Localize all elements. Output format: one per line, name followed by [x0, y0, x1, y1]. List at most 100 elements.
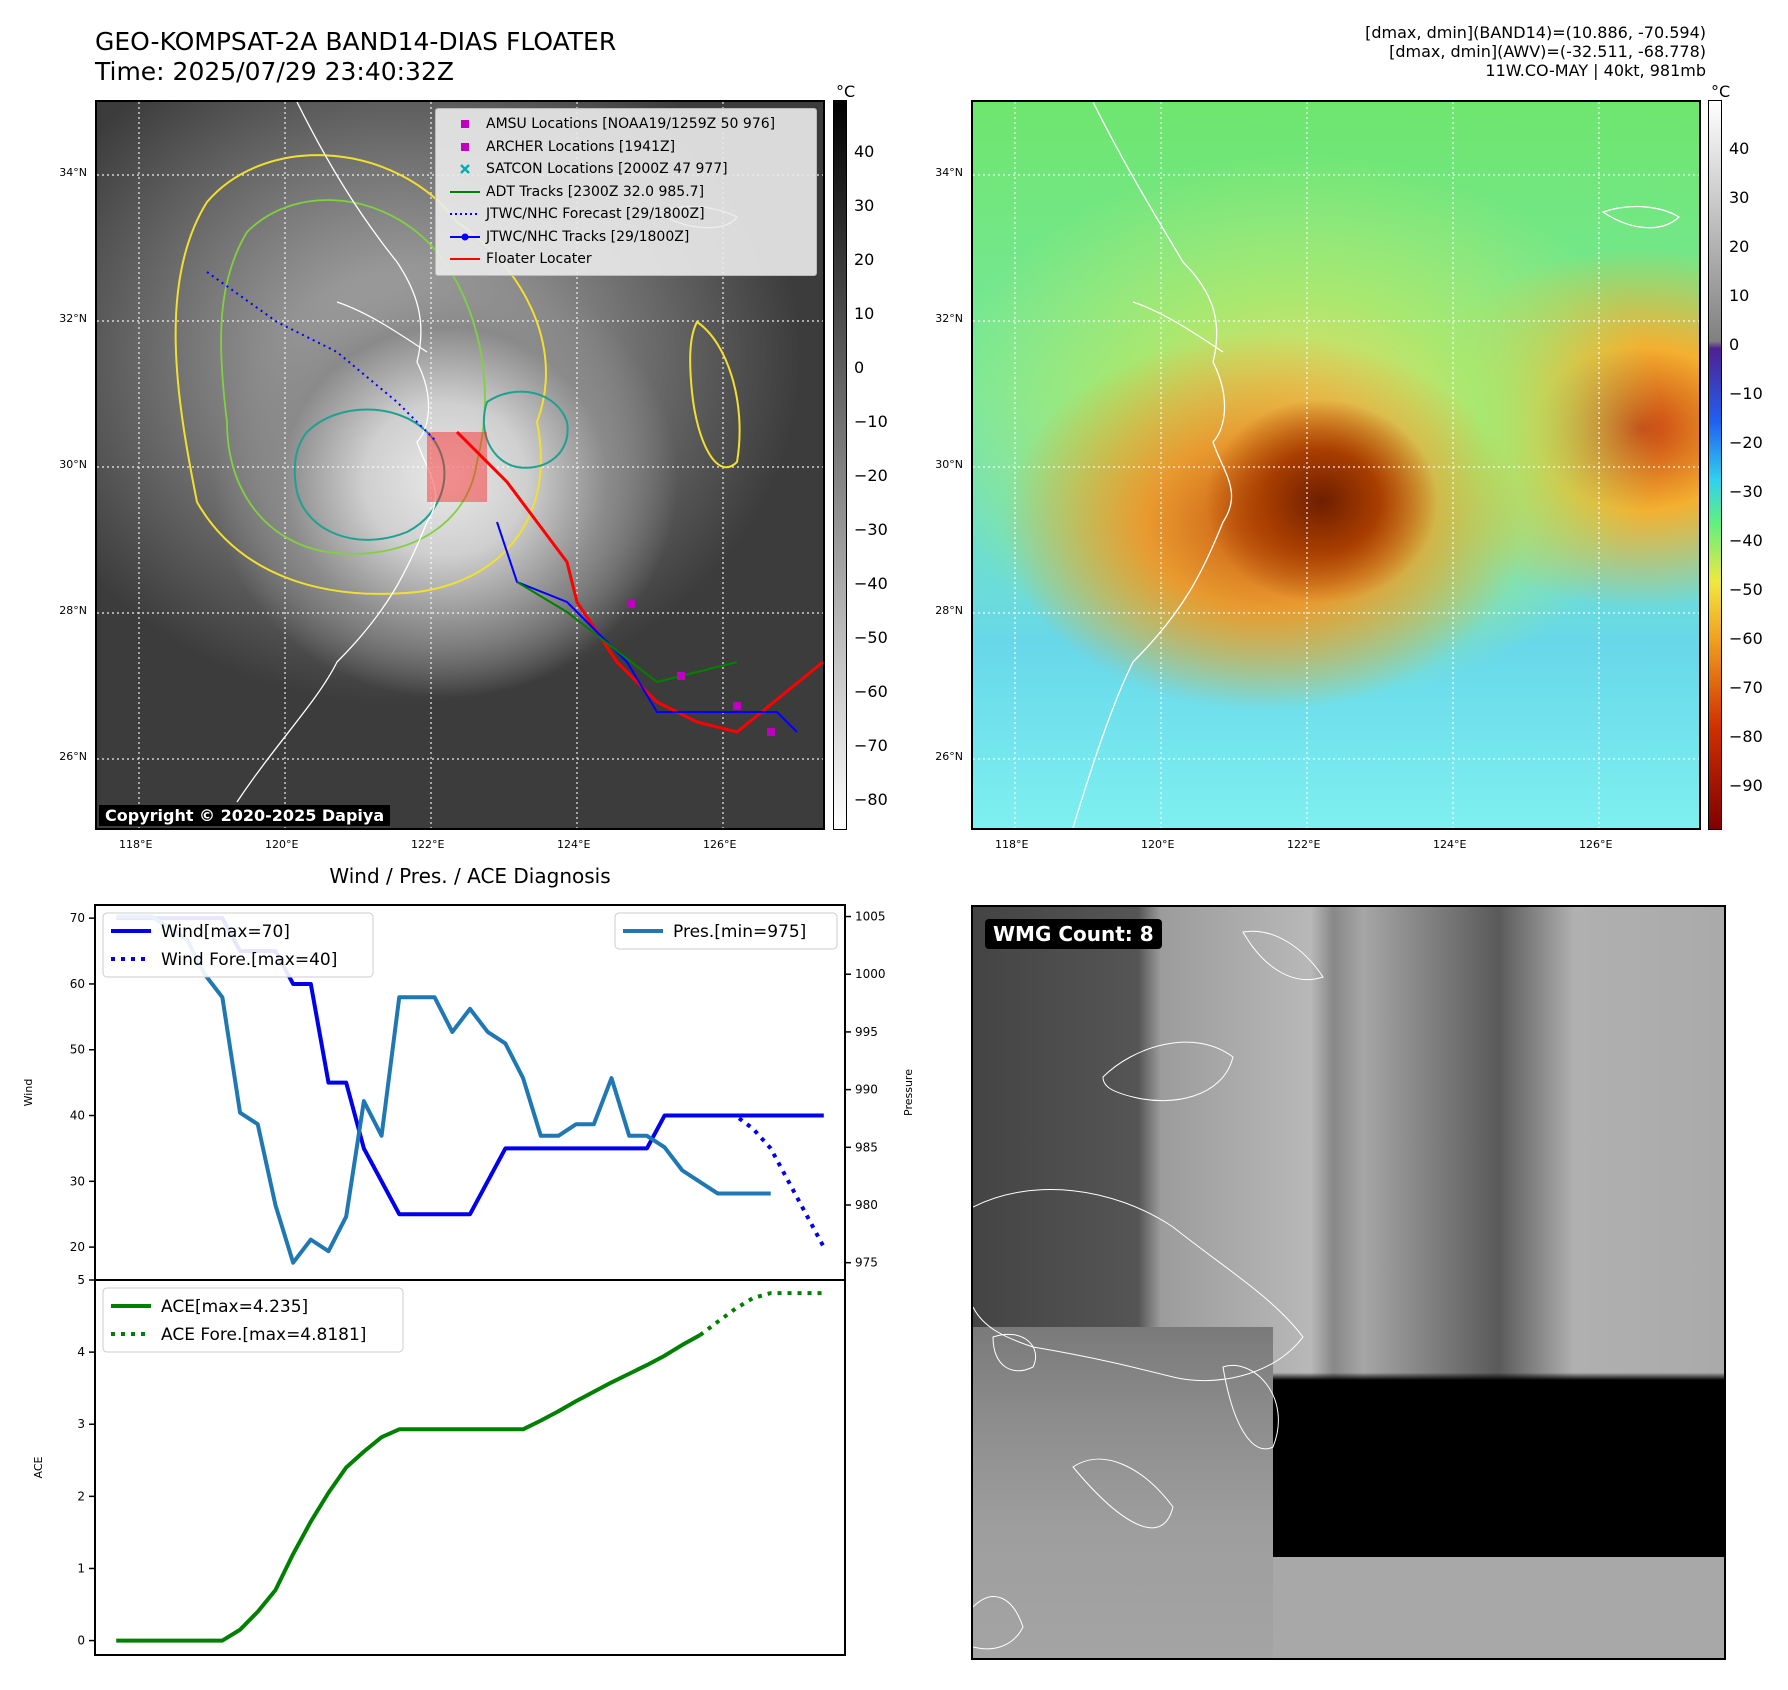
- lon-label: 126°E: [703, 838, 737, 851]
- lat-label: 34°N: [935, 166, 963, 179]
- tick-label: 70: [70, 911, 85, 925]
- tick-label: 20: [70, 1240, 85, 1254]
- tick-label: 1: [77, 1561, 85, 1575]
- awv-lon-labels: 118°E 120°E 122°E 124°E 126°E: [971, 838, 1701, 854]
- legend-symbol: [444, 141, 486, 153]
- awv-gridlines: [973, 102, 1699, 828]
- tick-label: 975: [855, 1256, 878, 1270]
- legend-entry: SATCON Locations [2000Z 47 977]: [436, 158, 816, 181]
- colorbar-tick-label: −50: [1729, 580, 1763, 599]
- legend-symbol: [444, 208, 486, 220]
- awv-map-overlay: [973, 102, 1699, 828]
- lat-label: 32°N: [935, 312, 963, 325]
- ace-axis-label: ACE: [32, 1456, 45, 1478]
- awv-colorbar: [1708, 100, 1722, 830]
- colorbar-tick-label: 40: [1729, 139, 1750, 158]
- awv-colorbar-ticks: 40 30 20 10 0 −10 −20 −30 −40 −50 −60 −70 −80 −90: [1729, 100, 1788, 830]
- tick-label: 4: [77, 1345, 85, 1359]
- lat-label: 30°N: [935, 458, 963, 471]
- jtwc-track: [496, 521, 798, 733]
- lat-label: 34°N: [59, 166, 87, 179]
- info-line-2: [dmax, dmin](AWV)=(-32.511, -68.778): [1389, 42, 1706, 61]
- legend-entry: JTWC/NHC Tracks [29/1800Z]: [436, 226, 816, 249]
- colorbar-tick-label: 10: [1729, 286, 1750, 305]
- title-line-2: Time: 2025/07/29 23:40:32Z: [95, 57, 454, 86]
- colorbar-tick-label: −30: [854, 520, 888, 539]
- legend-label: ARCHER Locations [1941Z]: [486, 138, 676, 155]
- colorbar-tick-label: −20: [854, 466, 888, 485]
- copyright-label: Copyright © 2020-2025 Dapiya: [99, 805, 391, 826]
- lon-label: 120°E: [1141, 838, 1175, 851]
- tick-label: 980: [855, 1198, 878, 1212]
- band14-lon-labels: 118°E 120°E 122°E 124°E 126°E: [95, 838, 825, 854]
- legend-label: Floater Locater: [486, 251, 592, 268]
- tick-label: 5: [77, 1273, 85, 1287]
- cloud-contours: [174, 154, 741, 595]
- colorbar-tick-label: −30: [1729, 482, 1763, 501]
- legend-label: ACE[max=4.235]: [161, 1297, 308, 1317]
- tick-label: 0: [77, 1634, 85, 1648]
- map-legend: AMSU Locations [NOAA19/1259Z 50 976] ARCH…: [435, 108, 817, 276]
- tick-label: 60: [70, 977, 85, 991]
- lon-label: 124°E: [1433, 838, 1467, 851]
- lon-label: 118°E: [119, 838, 153, 851]
- pressure-legend: [614, 912, 838, 950]
- band14-lat-labels: 34°N 32°N 30°N 28°N 26°N: [40, 100, 95, 830]
- legend-label: Wind[max=70]: [161, 922, 290, 942]
- colorbar-tick-label: −80: [854, 790, 888, 809]
- band14-colorbar-unit: °C: [836, 82, 856, 101]
- lat-label: 26°N: [59, 750, 87, 763]
- tick-label: 40: [70, 1109, 85, 1123]
- colorbar-tick-label: −80: [1729, 727, 1763, 746]
- band14-colorbar: [833, 100, 847, 830]
- legend-label: ACE Fore.[max=4.8181]: [161, 1325, 366, 1345]
- lon-label: 124°E: [557, 838, 591, 851]
- colorbar-tick-label: −40: [854, 574, 888, 593]
- legend-label: Wind Fore.[max=40]: [161, 950, 337, 970]
- diagnosis-title: Wind / Pres. / ACE Diagnosis: [329, 864, 611, 888]
- ace-forecast-line: [698, 1291, 824, 1337]
- colorbar-tick-label: −60: [1729, 629, 1763, 648]
- band14-map-panel: AMSU Locations [NOAA19/1259Z 50 976] ARCH…: [95, 100, 825, 830]
- lon-label: 122°E: [411, 838, 445, 851]
- legend-symbol: [444, 163, 486, 175]
- lon-label: 120°E: [265, 838, 299, 851]
- colorbar-tick-label: 20: [1729, 237, 1750, 256]
- tick-label: 995: [855, 1025, 878, 1039]
- tick-label: 3: [77, 1417, 85, 1431]
- awv-colorbar-unit: °C: [1711, 82, 1731, 101]
- diagnosis-chart: 20 30 40 50 60 70 975 980 985 990 995 1000 1005 0 1 2 3 4…: [22, 904, 915, 1656]
- wmg-lower-field: [973, 1327, 1273, 1658]
- info-line-3: 11W.CO-MAY | 40kt, 981mb: [1485, 61, 1706, 80]
- tick-label: 30: [70, 1174, 85, 1188]
- lat-label: 30°N: [59, 458, 87, 471]
- colorbar-tick-label: 30: [1729, 188, 1750, 207]
- page-title: GEO-KOMPSAT-2A BAND14-DIAS FLOATER Time:…: [95, 27, 616, 87]
- legend-label: JTWC/NHC Tracks [29/1800Z]: [486, 228, 690, 245]
- legend-symbol: [444, 231, 486, 243]
- colorbar-tick-label: 0: [854, 358, 865, 377]
- legend-label: ADT Tracks [2300Z 32.0 985.7]: [486, 183, 705, 200]
- wmg-coastlines: [973, 930, 1324, 1650]
- lon-label: 122°E: [1287, 838, 1321, 851]
- lat-label: 28°N: [59, 604, 87, 617]
- colorbar-tick-label: −70: [1729, 678, 1763, 697]
- legend-entry: ADT Tracks [2300Z 32.0 985.7]: [436, 181, 816, 204]
- band14-colorbar-ticks: 40 30 20 10 0 −10 −20 −30 −40 −50 −60 −70 −80: [854, 100, 914, 830]
- wind-forecast-line: [699, 1113, 826, 1249]
- amsu-archer-locations: [627, 600, 775, 736]
- legend-symbol: [444, 253, 486, 265]
- ace-series-line: [116, 1333, 701, 1643]
- lon-label: 126°E: [1579, 838, 1613, 851]
- colorbar-tick-label: −60: [854, 682, 888, 701]
- legend-label: JTWC/NHC Forecast [29/1800Z]: [486, 206, 705, 223]
- colorbar-tick-label: 0: [1729, 335, 1740, 354]
- legend-symbol: [444, 118, 486, 130]
- stats-info: [dmax, dmin](BAND14)=(10.886, -70.594) […: [1365, 23, 1706, 80]
- colorbar-tick-label: 10: [854, 304, 875, 323]
- legend-label: SATCON Locations [2000Z 47 977]: [486, 161, 728, 178]
- wmg-panel: WMG Count: 8: [971, 905, 1726, 1660]
- lat-label: 32°N: [59, 312, 87, 325]
- tick-label: 990: [855, 1083, 878, 1097]
- tick-label: 50: [70, 1043, 85, 1057]
